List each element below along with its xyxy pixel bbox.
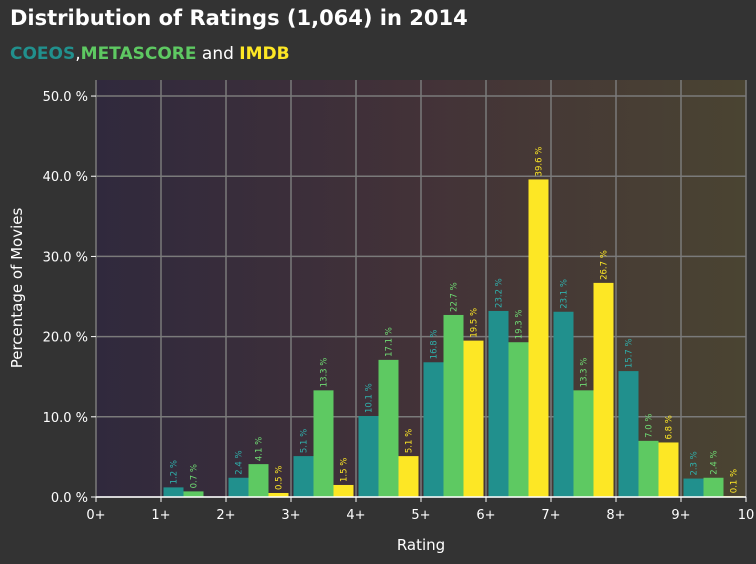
x-tick-label: 10 xyxy=(738,508,755,523)
bar-label-metascore-7: 13.3 % xyxy=(580,358,590,388)
y-tick-label: 40.0 % xyxy=(43,170,88,185)
bar-metascore-1 xyxy=(183,491,204,497)
bar-metascore-5 xyxy=(443,314,464,497)
bar-label-imdb-9: 0.1 % xyxy=(730,469,740,493)
bar-metascore-6 xyxy=(508,342,529,497)
bar-label-imdb-8: 6.8 % xyxy=(665,415,675,439)
bar-coeos-5 xyxy=(423,362,444,497)
x-tick-label: 4+ xyxy=(346,508,365,523)
bar-label-imdb-7: 26.7 % xyxy=(600,250,610,280)
bar-label-coeos-7: 23.1 % xyxy=(560,279,570,309)
bar-label-imdb-2: 0.5 % xyxy=(275,466,285,490)
bar-coeos-4 xyxy=(358,416,379,497)
bar-label-imdb-5: 19.5 % xyxy=(470,308,480,338)
bar-metascore-8 xyxy=(638,440,659,497)
bar-label-coeos-9: 2.3 % xyxy=(690,451,700,475)
bar-imdb-4 xyxy=(398,456,419,497)
bar-metascore-7 xyxy=(573,390,594,497)
x-tick-label: 3+ xyxy=(281,508,300,523)
y-tick-label: 50.0 % xyxy=(43,90,88,105)
y-axis-title: Percentage of Movies xyxy=(8,208,26,369)
bar-imdb-6 xyxy=(528,179,549,497)
subtitle-imdb: IMDB xyxy=(239,44,290,64)
chart-subtitle: COEOS,METASCORE and IMDB xyxy=(10,44,290,64)
chart-title: Distribution of Ratings (1,064) in 2014 xyxy=(10,6,468,30)
x-tick-label: 7+ xyxy=(541,508,560,523)
x-axis-title: Rating xyxy=(397,536,445,554)
bar-label-metascore-5: 22.7 % xyxy=(450,282,460,312)
x-tick-label: 5+ xyxy=(411,508,430,523)
subtitle-separator-2: and xyxy=(196,44,240,64)
x-tick-label: 6+ xyxy=(476,508,495,523)
x-tick-label: 1+ xyxy=(151,508,170,523)
bar-label-coeos-3: 5.1 % xyxy=(300,429,310,453)
bar-label-metascore-6: 19.3 % xyxy=(515,310,525,340)
y-tick-label: 30.0 % xyxy=(43,250,88,265)
x-tick-label: 8+ xyxy=(606,508,625,523)
bar-metascore-4 xyxy=(378,359,399,497)
bar-label-metascore-1: 0.7 % xyxy=(190,464,200,488)
bar-label-coeos-2: 2.4 % xyxy=(235,450,245,474)
bar-imdb-3 xyxy=(333,484,354,497)
x-tick-label: 0+ xyxy=(86,508,105,523)
y-tick-label: 0.0 % xyxy=(51,491,88,506)
bar-imdb-5 xyxy=(463,340,484,497)
bar-label-coeos-1: 1.2 % xyxy=(170,460,180,484)
subtitle-metascore: METASCORE xyxy=(80,44,197,64)
y-tick-label: 20.0 % xyxy=(43,331,88,346)
bar-coeos-8 xyxy=(618,371,639,497)
bar-label-metascore-4: 17.1 % xyxy=(385,327,395,357)
bar-label-metascore-8: 7.0 % xyxy=(645,414,655,438)
x-tick-label: 9+ xyxy=(671,508,690,523)
bar-coeos-3 xyxy=(293,456,314,497)
bar-label-imdb-3: 1.5 % xyxy=(340,458,350,482)
bar-coeos-2 xyxy=(228,477,249,497)
bar-imdb-8 xyxy=(658,442,679,497)
bar-label-coeos-5: 16.8 % xyxy=(430,330,440,360)
bar-coeos-6 xyxy=(488,310,509,497)
bar-metascore-9 xyxy=(703,477,724,497)
subtitle-separator-1: , xyxy=(75,44,81,64)
bar-metascore-3 xyxy=(313,390,334,497)
bar-coeos-1 xyxy=(163,487,184,497)
y-tick-label: 10.0 % xyxy=(43,411,88,426)
bar-coeos-7 xyxy=(553,311,574,497)
bar-label-coeos-6: 23.2 % xyxy=(495,278,505,308)
bar-coeos-9 xyxy=(683,478,704,497)
bar-label-metascore-3: 13.3 % xyxy=(320,358,330,388)
bar-imdb-2 xyxy=(268,492,289,497)
subtitle-coeos: COEOS xyxy=(10,44,76,64)
bar-label-metascore-9: 2.4 % xyxy=(710,450,720,474)
bar-imdb-7 xyxy=(593,282,614,497)
bar-metascore-2 xyxy=(248,464,269,497)
x-tick-label: 2+ xyxy=(216,508,235,523)
bar-label-coeos-8: 15.7 % xyxy=(625,338,635,368)
bar-label-imdb-4: 5.1 % xyxy=(405,429,415,453)
bar-label-coeos-4: 10.1 % xyxy=(365,383,375,413)
bar-label-imdb-6: 39.6 % xyxy=(535,147,545,177)
bar-label-metascore-2: 4.1 % xyxy=(255,437,265,461)
